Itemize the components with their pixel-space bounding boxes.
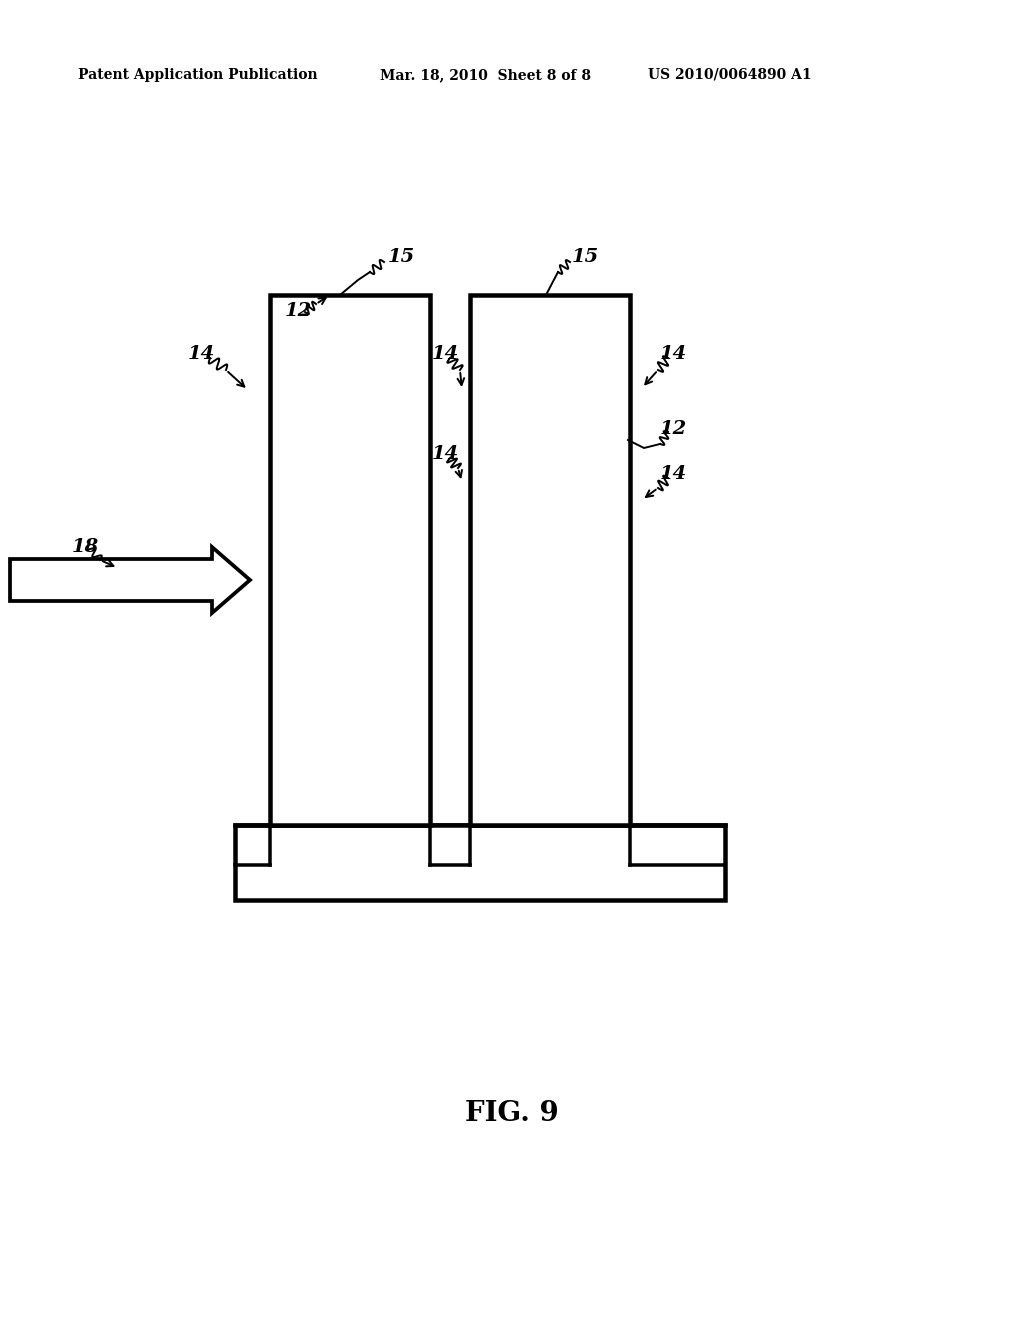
Text: 15: 15 <box>388 248 416 267</box>
Text: US 2010/0064890 A1: US 2010/0064890 A1 <box>648 69 812 82</box>
Text: 14: 14 <box>432 345 459 363</box>
Bar <box>270 294 430 825</box>
Text: 15: 15 <box>572 248 599 267</box>
Text: 12: 12 <box>660 420 687 438</box>
Text: Mar. 18, 2010  Sheet 8 of 8: Mar. 18, 2010 Sheet 8 of 8 <box>380 69 591 82</box>
Bar <box>470 294 630 825</box>
Text: 18: 18 <box>72 539 99 556</box>
Bar <box>430 825 470 865</box>
Text: 14: 14 <box>432 445 459 463</box>
Polygon shape <box>10 546 250 612</box>
Text: 14: 14 <box>660 345 687 363</box>
Text: FIG. 9: FIG. 9 <box>465 1100 559 1127</box>
Text: 12: 12 <box>285 302 312 319</box>
Text: 14: 14 <box>660 465 687 483</box>
Text: Patent Application Publication: Patent Application Publication <box>78 69 317 82</box>
Bar <box>234 825 725 900</box>
Text: 14: 14 <box>188 345 215 363</box>
